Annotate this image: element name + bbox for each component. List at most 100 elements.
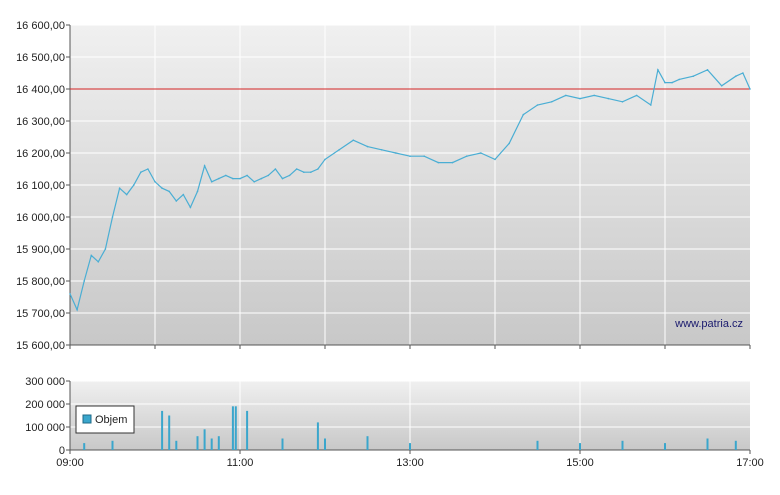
price-data-point <box>650 104 652 106</box>
price-data-point <box>69 293 71 295</box>
volume-bar <box>734 440 737 450</box>
volume-bar <box>366 436 369 450</box>
price-data-point <box>203 165 206 167</box>
price-data-point <box>246 174 248 177</box>
volume-bar <box>175 440 178 450</box>
price-data-point <box>749 88 751 90</box>
price-data-point <box>317 168 319 170</box>
volume-x-tick-label: 09:00 <box>56 457 84 469</box>
price-data-point <box>90 254 93 257</box>
price-data-point <box>210 181 213 183</box>
price-data-point <box>508 142 511 145</box>
price-data-point <box>125 193 128 196</box>
volume-y-tick-label: 200 000 <box>25 399 65 411</box>
price-data-point <box>635 94 638 97</box>
volume-x-tick-label: 15:00 <box>566 457 594 469</box>
volume-bar <box>706 438 709 450</box>
volume-bar <box>196 436 199 450</box>
volume-bar <box>210 438 213 450</box>
volume-x-tick-label: 17:00 <box>736 457 764 469</box>
volume-bar <box>246 410 249 450</box>
volume-y-tick-label: 0 <box>59 445 65 457</box>
price-data-point <box>140 171 142 173</box>
price-data-point <box>175 200 178 202</box>
price-data-point <box>303 171 305 173</box>
price-y-tick-label: 16 000,00 <box>16 212 65 224</box>
price-data-point <box>735 75 737 77</box>
price-data-point <box>437 161 440 164</box>
volume-bar <box>316 422 319 450</box>
price-data-point <box>281 177 284 180</box>
price-series-line <box>69 68 751 312</box>
price-data-point <box>380 149 383 151</box>
price-data-point <box>480 152 482 154</box>
price-data-point <box>288 174 291 177</box>
price-data-point <box>267 174 270 177</box>
price-data-point <box>274 168 277 170</box>
volume-bar <box>621 440 624 450</box>
price-data-point <box>232 177 234 180</box>
price-y-tick-label: 15 800,00 <box>16 276 65 288</box>
legend-swatch <box>82 414 92 424</box>
price-data-point <box>678 78 680 81</box>
price-y-tick-label: 16 100,00 <box>16 180 65 192</box>
volume-bar <box>664 443 666 450</box>
price-data-point <box>97 261 100 263</box>
price-data-point <box>338 149 341 151</box>
price-data-point <box>182 193 185 196</box>
price-data-point <box>239 177 241 180</box>
price-data-point <box>706 69 709 71</box>
price-y-tick-label: 16 300,00 <box>16 116 65 128</box>
price-y-tick-label: 15 700,00 <box>16 308 65 320</box>
price-data-point <box>536 104 539 106</box>
volume-bar <box>203 429 206 450</box>
price-data-point <box>196 190 199 193</box>
price-data-point <box>720 85 723 87</box>
volume-bar <box>536 440 539 450</box>
price-data-point <box>161 187 163 189</box>
price-data-point <box>260 177 263 180</box>
volume-bar <box>217 436 220 450</box>
price-y-tick-label: 16 400,00 <box>16 84 65 96</box>
price-data-point <box>111 216 114 218</box>
volume-bar <box>161 410 164 450</box>
price-data-point <box>168 190 170 193</box>
price-data-point <box>324 158 326 161</box>
price-data-point <box>423 155 426 157</box>
price-data-point <box>742 72 744 74</box>
volume-bar <box>231 406 234 450</box>
price-data-point <box>409 155 411 157</box>
price-data-point <box>366 145 369 148</box>
price-data-point <box>465 155 468 157</box>
volume-x-tick-label: 11:00 <box>227 457 254 469</box>
volume-panel: 09:00 11:00 13:00 15:00 17:00 0 100 000 200 000… <box>25 376 764 469</box>
volume-bar <box>111 440 114 450</box>
price-data-point <box>83 280 85 282</box>
volume-bar <box>168 415 171 450</box>
legend: Objem <box>75 405 135 434</box>
price-data-point <box>133 184 135 186</box>
volume-bar <box>579 443 581 450</box>
price-data-point <box>118 187 121 189</box>
volume-bar <box>324 438 326 450</box>
price-y-tick-label: 16 500,00 <box>16 52 65 64</box>
price-data-point <box>671 81 673 84</box>
price-data-point <box>579 97 581 100</box>
price-data-point <box>550 101 553 103</box>
price-data-point <box>494 158 496 161</box>
price-data-point <box>593 94 595 97</box>
price-data-point <box>692 75 695 77</box>
price-y-tick-label: 16 200,00 <box>16 148 65 160</box>
price-data-point <box>154 181 156 183</box>
price-data-point <box>352 139 355 141</box>
price-data-point <box>295 168 298 170</box>
legend-label: Objem <box>95 414 127 426</box>
watermark: www.patria.cz <box>674 318 743 330</box>
price-data-point <box>607 97 610 100</box>
price-data-point <box>104 248 107 250</box>
price-data-point <box>253 181 255 183</box>
price-data-point <box>218 177 220 180</box>
price-y-tick-label: 15 600,00 <box>16 340 65 352</box>
price-data-point <box>395 152 397 154</box>
